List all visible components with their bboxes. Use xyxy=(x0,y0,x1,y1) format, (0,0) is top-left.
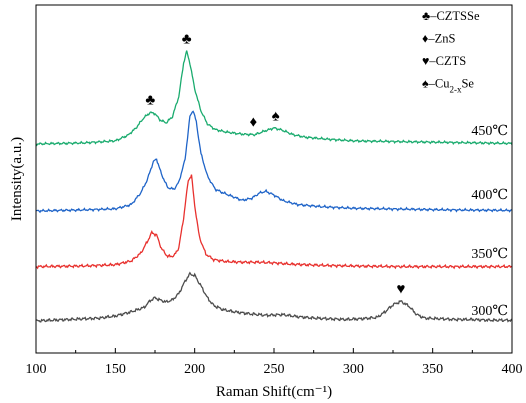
series-line-2 xyxy=(35,174,513,270)
x-tick-label-200: 200 xyxy=(184,362,205,377)
legend-symbol-3: ♥ xyxy=(422,54,429,68)
series-label-2: 350℃ xyxy=(471,247,508,262)
legend-entry-4: ♠–Cu2-xSe xyxy=(422,77,474,95)
series-line-4 xyxy=(35,50,513,147)
peak-marker-2: ♣ xyxy=(182,31,192,47)
legend-subscript-4: 2-x xyxy=(449,85,461,95)
series-label-3: 400℃ xyxy=(471,188,508,203)
series-line-3 xyxy=(36,110,513,214)
x-tick-label-250: 250 xyxy=(264,362,285,377)
x-tick-label-400: 400 xyxy=(502,362,523,377)
x-tick-label-350: 350 xyxy=(422,362,443,377)
peak-marker-3: ♦ xyxy=(250,115,258,131)
series-labels: 300℃ 350℃ 400℃ 450℃ xyxy=(471,124,508,319)
x-tick-label-300: 300 xyxy=(343,362,364,377)
series-line-1 xyxy=(36,271,513,323)
x-tick-label-100: 100 xyxy=(26,362,47,377)
legend-label-4: –Cu xyxy=(428,77,451,91)
peak-marker-4: ♠ xyxy=(272,108,280,124)
legend-label-2: –ZnS xyxy=(427,32,455,46)
legend-symbol-1: ♣ xyxy=(422,9,430,23)
y-axis-label: Intensity(a.u.) xyxy=(9,137,25,221)
peak-marker-1: ♣ xyxy=(145,93,155,109)
series-label-4: 450℃ xyxy=(471,124,508,139)
x-axis: 100 150 200 250 300 350 400 xyxy=(26,348,523,377)
x-axis-label: Raman Shift(cm⁻¹) xyxy=(216,384,332,400)
legend-entry-2: ♦–ZnS xyxy=(422,32,456,46)
legend-symbol-4: ♠ xyxy=(422,77,429,91)
legend-suffix-4: Se xyxy=(461,77,474,91)
peak-markers: ♣ ♣ ♦ ♠ ♥ xyxy=(145,31,405,297)
legend: ♣–CZTSSe♦–ZnS♥–CZTS♠–Cu2-xSe xyxy=(422,9,480,95)
legend-label-1: –CZTSSe xyxy=(429,9,480,23)
legend-entry-3: ♥–CZTS xyxy=(422,54,466,68)
peak-marker-5: ♥ xyxy=(396,281,405,297)
legend-symbol-2: ♦ xyxy=(422,32,428,46)
x-tick-label-150: 150 xyxy=(105,362,126,377)
legend-label-3: –CZTS xyxy=(428,54,466,68)
legend-entry-1: ♣–CZTSSe xyxy=(422,9,480,23)
series-label-1: 300℃ xyxy=(471,304,508,319)
series-lines xyxy=(35,50,513,323)
